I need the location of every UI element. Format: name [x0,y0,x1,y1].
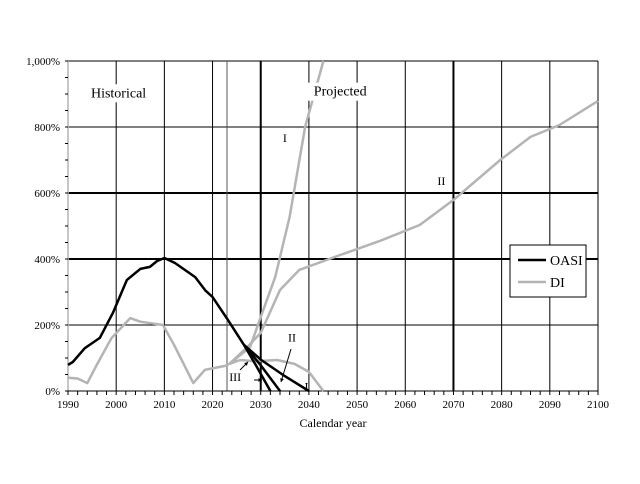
x-tick-label: 2100 [587,399,610,411]
y-tick-label: 400% [34,254,60,266]
x-tick-label: 1990 [57,399,80,411]
y-tick-label: 0% [45,386,60,398]
y-tick-label: 1,000% [26,56,60,68]
scenario-annotation: I [305,379,309,393]
arrowhead [280,378,284,382]
x-tick-label: 2000 [105,399,128,411]
legend-box [509,244,587,298]
x-tick-label: 2020 [202,399,225,411]
x-tick-label: 2080 [491,399,514,411]
scenario-annotation: II [288,331,296,345]
x-tick-label: 2010 [153,399,176,411]
series-line-oasi-i [243,343,310,393]
series-lines [67,60,599,393]
region-label: Projected [314,85,367,100]
series-line-di-i [228,60,325,365]
x-tick-label: 2090 [539,399,562,411]
region-label-bg [302,82,379,101]
series-line-di-ii [228,99,599,365]
x-tick-label: 2060 [394,399,417,411]
x-tick-label: 2030 [250,399,273,411]
legend-label-di: DI [550,276,565,291]
x-axis-label: Calendar year [300,416,367,430]
region-label-bg [80,84,157,103]
series-line-di [67,316,230,385]
series-line-oasi-ii [242,344,281,392]
axis-ticks: 0% 200% 400% 600% 800% 1,000% 1990 2000 2010 2020… [26,56,609,411]
y-tick-label: 600% [34,188,60,200]
arrowhead [244,362,248,366]
y-tick-label: 200% [34,320,60,332]
x-tick-label: 2070 [442,399,465,411]
x-tick-label: 2050 [346,399,369,411]
grid [67,60,599,392]
scenario-annotation: I [283,131,287,145]
y-tick-label: 800% [34,122,60,134]
arrowhead [258,378,262,382]
annotation-arrow [280,348,292,383]
series-line-di-iii [228,358,325,392]
scenario-annotation: III [229,370,241,384]
series-line-oasi-iii [242,344,272,392]
series-line-oasi [67,256,245,366]
legend: OASI DI [509,244,587,298]
x-tick-label: 2040 [298,399,321,411]
legend-label-oasi: OASI [550,254,583,269]
scenario-annotation: II [437,174,445,188]
region-label: Historical [91,86,146,101]
